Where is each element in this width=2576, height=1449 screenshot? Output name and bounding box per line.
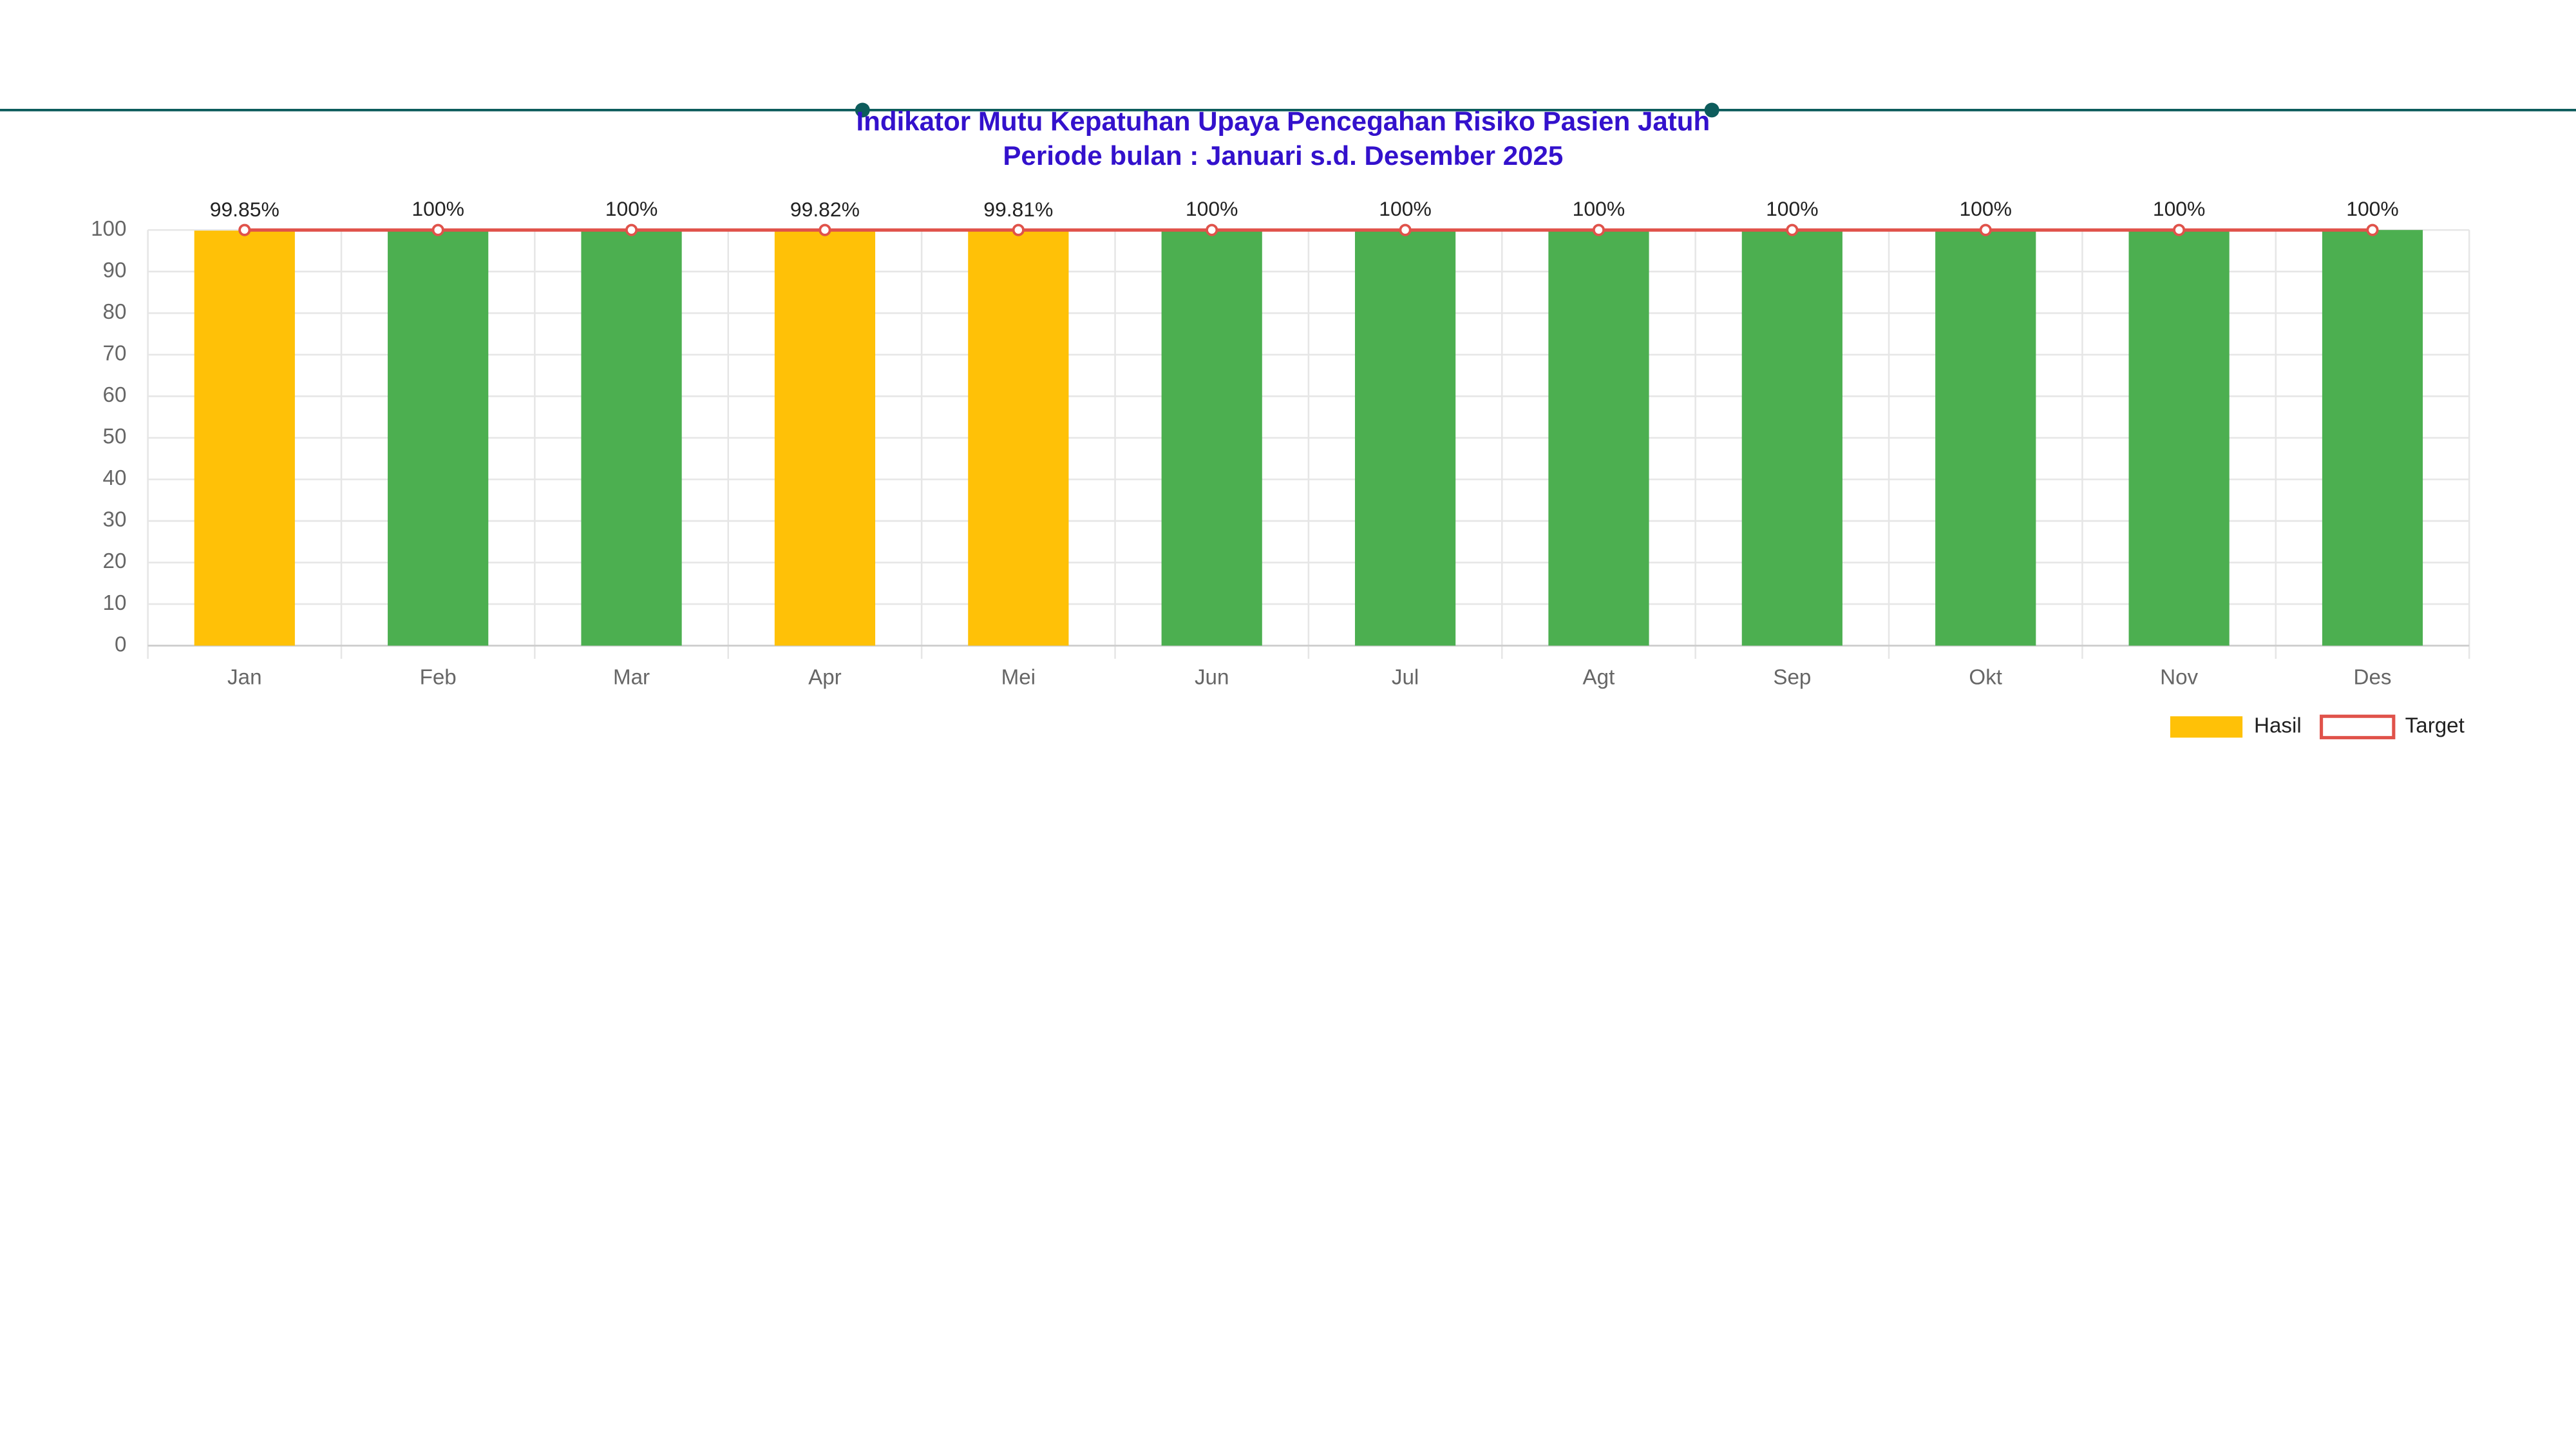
y-tick-label: 10 bbox=[103, 591, 127, 615]
bar bbox=[1161, 230, 1262, 646]
y-tick-label: 50 bbox=[103, 425, 127, 449]
x-tick-label: Sep bbox=[1773, 665, 1811, 689]
target-point bbox=[819, 223, 831, 236]
bar bbox=[968, 231, 1069, 646]
data-label: 100% bbox=[2346, 197, 2399, 220]
bar bbox=[388, 230, 489, 646]
y-tick-label: 30 bbox=[103, 508, 127, 532]
legend-label: Hasil bbox=[2254, 714, 2302, 738]
target-point bbox=[1206, 223, 1218, 236]
legend-swatch bbox=[2170, 716, 2243, 738]
target-point bbox=[625, 223, 638, 236]
x-tick-label: Jun bbox=[1195, 665, 1229, 689]
data-label: 100% bbox=[1573, 197, 1625, 220]
bar bbox=[1354, 230, 1456, 646]
target-point bbox=[1786, 223, 1799, 236]
target-point bbox=[1979, 223, 1992, 236]
data-label: 100% bbox=[1186, 197, 1238, 220]
target-point bbox=[2173, 223, 2186, 236]
bar bbox=[1548, 230, 1649, 646]
target-point bbox=[1012, 223, 1025, 236]
x-tick-label: Agt bbox=[1583, 665, 1615, 689]
bar bbox=[194, 231, 295, 646]
legend-label: Target bbox=[2405, 714, 2465, 738]
chart-title: Indikator Mutu Kepatuhan Upaya Pencegaha… bbox=[856, 106, 1710, 136]
y-tick-label: 20 bbox=[103, 549, 127, 573]
bar bbox=[1741, 230, 1842, 646]
data-label: 100% bbox=[1379, 197, 1432, 220]
y-tick-label: 90 bbox=[103, 258, 127, 282]
y-tick-label: 80 bbox=[103, 300, 127, 324]
y-tick-label: 0 bbox=[115, 632, 126, 656]
data-label: 99.85% bbox=[210, 198, 279, 221]
bar bbox=[774, 231, 876, 646]
data-label: 99.82% bbox=[790, 198, 860, 221]
target-point bbox=[1399, 223, 1412, 236]
x-tick-label: Mar bbox=[613, 665, 650, 689]
target-point bbox=[238, 223, 251, 236]
data-label: 100% bbox=[2153, 197, 2206, 220]
data-label: 100% bbox=[1766, 197, 1819, 220]
divider-handle bbox=[1704, 102, 1719, 118]
legend-swatch bbox=[2320, 714, 2396, 739]
bar bbox=[1935, 230, 2036, 646]
x-tick-label: Feb bbox=[420, 665, 457, 689]
data-label: 100% bbox=[605, 197, 658, 220]
x-tick-label: Jan bbox=[227, 665, 261, 689]
chart-subtitle: Periode bulan : Januari s.d. Desember 20… bbox=[1003, 140, 1563, 171]
x-tick-label: Jul bbox=[1392, 665, 1419, 689]
y-tick-label: 40 bbox=[103, 466, 127, 490]
divider-handle bbox=[855, 102, 870, 118]
x-tick-label: Apr bbox=[808, 665, 842, 689]
bar bbox=[2322, 230, 2423, 646]
bar bbox=[581, 230, 682, 646]
data-label: 100% bbox=[412, 197, 464, 220]
bar bbox=[2128, 230, 2230, 646]
data-label: 100% bbox=[1959, 197, 2012, 220]
target-point bbox=[1592, 223, 1605, 236]
target-point bbox=[2366, 223, 2379, 236]
data-label: 99.81% bbox=[983, 198, 1053, 221]
x-tick-label: Des bbox=[2354, 665, 2392, 689]
target-point bbox=[431, 223, 444, 236]
x-tick-label: Okt bbox=[1969, 665, 2002, 689]
y-tick-label: 60 bbox=[103, 383, 127, 407]
y-tick-label: 70 bbox=[103, 342, 127, 366]
x-tick-label: Mei bbox=[1001, 665, 1036, 689]
y-tick-label: 100 bbox=[91, 217, 126, 241]
x-tick-label: Nov bbox=[2160, 665, 2198, 689]
